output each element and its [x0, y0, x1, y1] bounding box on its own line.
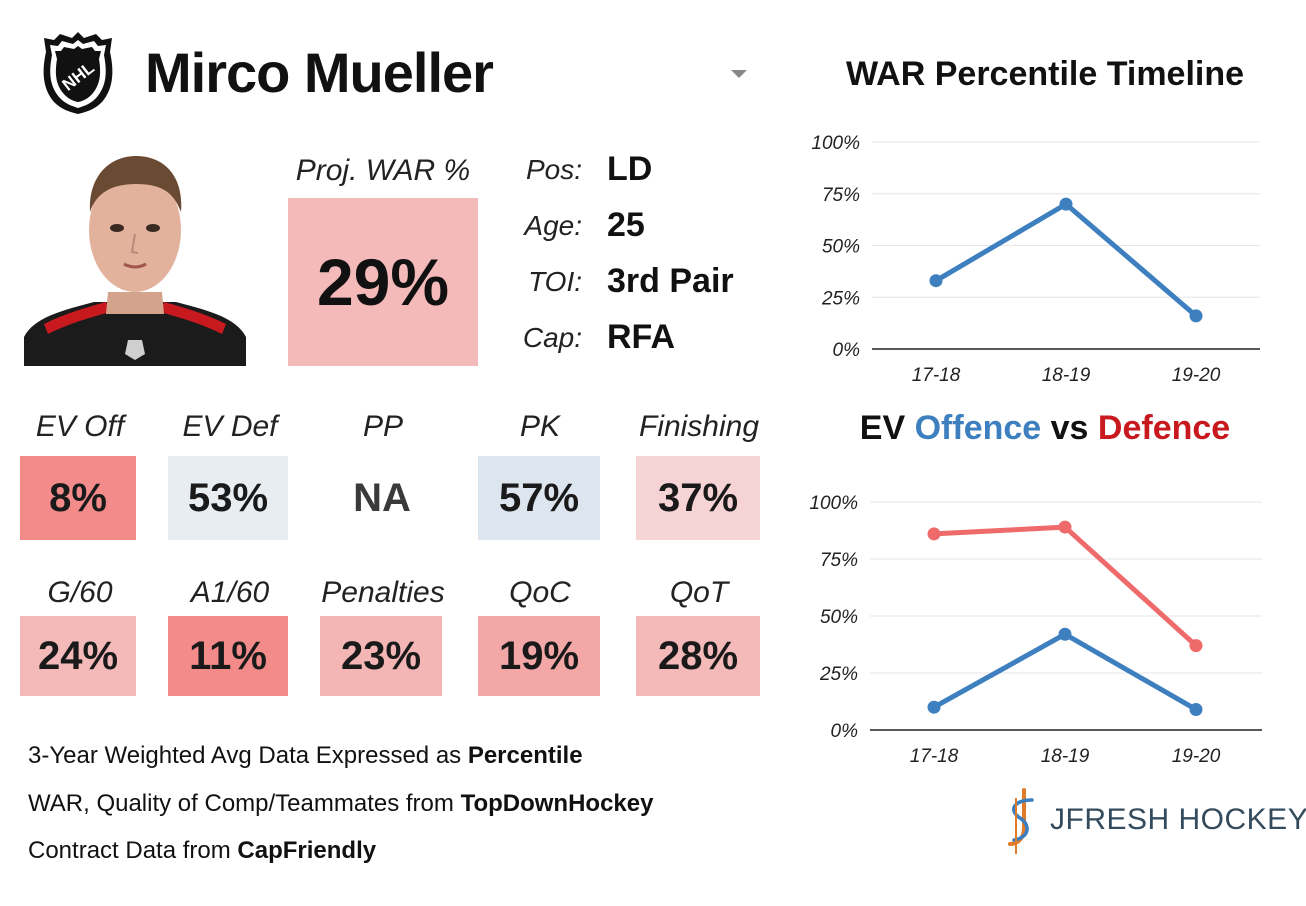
cap-value: RFA: [607, 318, 675, 356]
metric-label-pk: PK: [519, 410, 561, 443]
title-part-vs: vs: [1041, 409, 1098, 447]
metric-box-qot: 28%: [636, 616, 760, 696]
metric-box-ev-off: 8%: [20, 456, 136, 540]
proj-war-value: 29%: [288, 198, 478, 366]
metric-box-penalties: 23%: [320, 616, 442, 696]
y-tick-label: 0%: [833, 340, 861, 361]
footer-note-war-source: WAR, Quality of Comp/Teammates from TopD…: [28, 790, 653, 818]
chart-title-war-timeline: WAR Percentile Timeline: [845, 55, 1245, 93]
metric-box-a160: 11%: [168, 616, 288, 696]
x-tick-label: 19-20: [1172, 746, 1221, 767]
metric-box-pp: NA: [322, 456, 442, 540]
metric-box-g60: 24%: [20, 616, 136, 696]
y-tick-label: 75%: [820, 550, 858, 571]
chart-title-ev-off-vs-def: EV Offence vs Defence: [830, 409, 1260, 448]
ev-off-def-chart: 0% 25% 50% 75% 100% 17-18 18-19 19-20: [809, 493, 1262, 767]
chevron-down-icon[interactable]: [731, 70, 747, 78]
metric-box-finishing: 37%: [636, 456, 760, 540]
title-part-ev: EV: [859, 409, 915, 447]
cap-label: Cap:: [522, 322, 582, 353]
data-point: [1189, 702, 1203, 716]
data-point: [1189, 309, 1203, 323]
player-photo: [24, 142, 246, 366]
x-tick-label: 17-18: [912, 365, 961, 386]
footer-note-text: Contract Data from: [28, 837, 238, 864]
footer-note-text: WAR, Quality of Comp/Teammates from: [28, 790, 461, 817]
data-point: [927, 700, 941, 714]
pos-value: LD: [607, 150, 653, 188]
title-part-defence: Defence: [1097, 409, 1231, 447]
data-point: [927, 527, 941, 541]
x-tick-label: 19-20: [1172, 365, 1221, 386]
metric-label-qoc: QoC: [509, 576, 571, 609]
data-point: [929, 274, 943, 288]
metric-label-a160: A1/60: [190, 576, 270, 609]
footer-note-bold: CapFriendly: [237, 837, 377, 864]
toi-label: TOI:: [528, 266, 582, 297]
series-line-0: [934, 201, 1198, 318]
metric-label-finishing: Finishing: [638, 410, 760, 443]
y-tick-label: 50%: [822, 237, 860, 258]
x-tick-label: 17-18: [910, 746, 959, 767]
data-point: [1059, 197, 1073, 211]
nhl-logo: NHL: [43, 32, 113, 114]
footer-note-text: 3-Year Weighted Avg Data Expressed as: [28, 742, 468, 769]
metric-box-qoc: 19%: [478, 616, 600, 696]
data-point: [1189, 639, 1203, 653]
x-tick-label: 18-19: [1041, 746, 1090, 767]
y-tick-label: 100%: [809, 493, 858, 514]
y-tick-label: 100%: [811, 133, 860, 154]
y-tick-label: 0%: [831, 721, 859, 742]
metric-box-ev-def: 53%: [168, 456, 288, 540]
metric-label-ev-off: EV Off: [35, 410, 125, 443]
y-tick-label: 75%: [822, 185, 860, 206]
player-name: Mirco Mueller: [145, 41, 494, 104]
metric-box-pk: 57%: [478, 456, 600, 540]
footer-note-contract-source: Contract Data from CapFriendly: [28, 837, 376, 865]
title-part-offence: Offence: [914, 409, 1042, 447]
x-tick-label: 18-19: [1042, 365, 1091, 386]
data-point: [1058, 627, 1072, 641]
proj-war-label: Proj. WAR %: [295, 154, 471, 187]
metric-label-pp: PP: [362, 410, 404, 443]
age-value: 25: [607, 206, 645, 244]
metric-label-g60: G/60: [47, 576, 113, 609]
toi-value: 3rd Pair: [607, 262, 734, 300]
footer-note-bold: TopDownHockey: [460, 790, 654, 817]
series-line-offence: [932, 631, 1198, 712]
pos-label: Pos:: [525, 154, 582, 185]
metric-label-ev-def: EV Def: [182, 410, 278, 443]
war-timeline-chart: 0% 25% 50% 75% 100% 17-18 18-19 19-20: [811, 133, 1260, 386]
data-point: [1058, 520, 1072, 534]
y-tick-label: 50%: [820, 607, 858, 628]
age-label: Age:: [524, 210, 582, 241]
metric-label-penalties: Penalties: [321, 576, 445, 609]
jfresh-brand-name: JFRESH HOCKEY: [1050, 803, 1306, 836]
footer-note-percentile: 3-Year Weighted Avg Data Expressed as Pe…: [28, 742, 583, 770]
jfresh-logo-icon: [1008, 788, 1034, 854]
y-tick-label: 25%: [821, 288, 860, 309]
metric-label-qot: QoT: [669, 576, 729, 609]
y-tick-label: 25%: [819, 664, 858, 685]
footer-note-bold: Percentile: [467, 742, 583, 769]
